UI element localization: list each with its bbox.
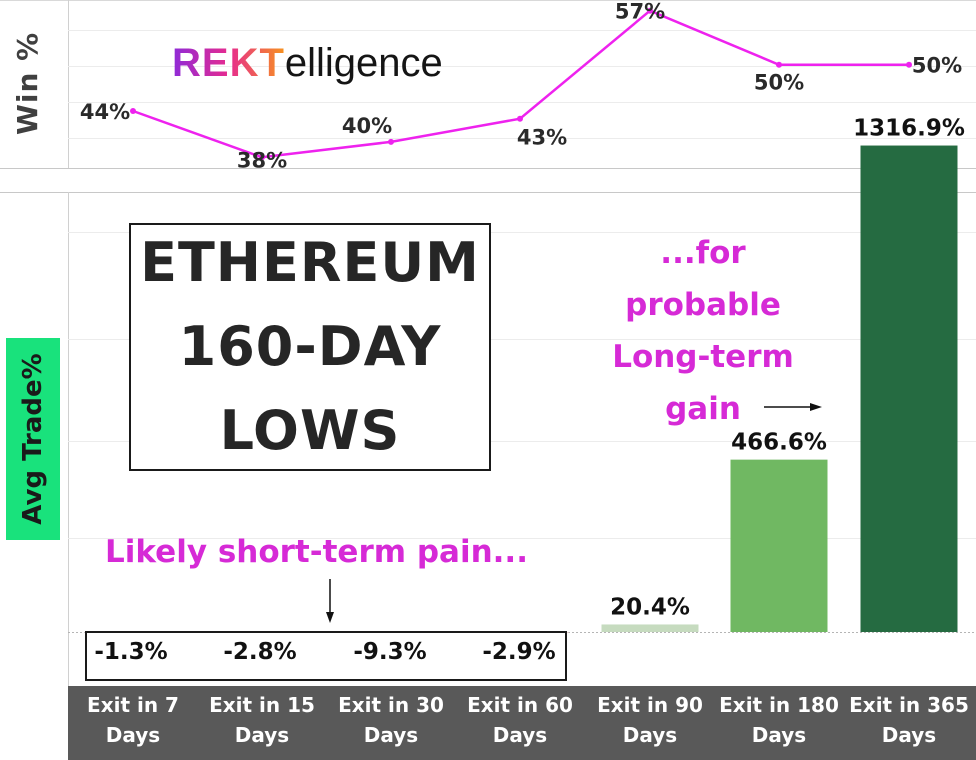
long-term-line-3: Long-term <box>612 339 794 375</box>
x-category-line: Exit in 60 <box>467 693 573 717</box>
negative-values-box <box>85 631 567 681</box>
annotation-arrows <box>326 403 822 623</box>
avg-trade-data-label: 1316.9% <box>853 116 965 142</box>
win-rate-data-label: 50% <box>754 71 804 95</box>
x-category-line: Exit in 30 <box>338 693 444 717</box>
x-category-line: Days <box>881 723 937 747</box>
long-term-line-4: gain <box>665 391 741 427</box>
short-term-arrow-head <box>326 612 334 623</box>
title-line-2: 160-DAY <box>178 315 442 378</box>
x-category-line: Days <box>363 723 419 747</box>
x-category-30-days: Exit in 30 Days <box>328 690 454 750</box>
win-rate-line-chart: 44% 38% 40% 43% 57% 50% 50% <box>80 0 962 172</box>
bar-data-label-3: -9.3% <box>353 639 427 665</box>
x-category-line: Exit in 90 <box>597 693 703 717</box>
x-category-line: Days <box>751 723 807 747</box>
avg-trade-data-label: 20.4% <box>610 594 690 620</box>
avg-trade-axis-label: Avg Trade% <box>18 353 48 525</box>
x-category-line: Exit in 15 <box>209 693 315 717</box>
win-rate-data-label: 43% <box>517 126 567 150</box>
x-category-line: Exit in 365 <box>849 693 969 717</box>
title-line-3: LOWS <box>219 399 401 462</box>
avg-trade-data-label: 466.6% <box>731 430 827 456</box>
win-rate-data-label: 44% <box>80 100 130 124</box>
x-axis-band <box>68 686 976 760</box>
win-rate-point <box>130 108 136 114</box>
x-category-line: Days <box>622 723 678 747</box>
x-category-365-days: Exit in 365 Days <box>846 690 972 750</box>
logo-elligence-text: elligence <box>284 41 443 85</box>
avg-trade-label-background <box>6 338 60 540</box>
win-rate-data-label: 40% <box>342 114 392 138</box>
win-rate-point <box>517 115 523 122</box>
win-rate-data-label: 38% <box>237 148 287 172</box>
title-box: ETHEREUM 160-DAY LOWS <box>129 223 491 471</box>
win-rate-point <box>647 7 653 14</box>
avg-trade-bar <box>601 624 699 632</box>
x-category-180-days: Exit in 180 Days <box>716 690 842 750</box>
x-category-7-days: Exit in 7 Days <box>70 690 196 750</box>
long-term-arrow-head <box>810 403 822 411</box>
avg-trade-bar <box>860 145 958 632</box>
x-category-60-days: Exit in 60 Days <box>457 690 583 750</box>
bar-data-label-4: -2.9% <box>482 639 556 665</box>
win-axis-label: Win % <box>11 31 44 135</box>
short-term-annotation: Likely short-term pain... <box>105 534 528 570</box>
x-category-line: Days <box>234 723 290 747</box>
x-category-15-days: Exit in 15 Days <box>199 690 325 750</box>
x-category-line: Days <box>105 723 161 747</box>
x-category-90-days: Exit in 90 Days <box>587 690 713 750</box>
win-rate-point <box>259 154 265 161</box>
long-term-line-1: ...for <box>660 235 746 271</box>
x-category-line: Exit in 7 <box>87 693 179 717</box>
win-rate-point <box>388 138 394 145</box>
bar-data-label-1: -1.3% <box>94 639 168 665</box>
avg-trade-bar <box>730 459 828 632</box>
title-line-1: ETHEREUM <box>140 231 480 294</box>
long-term-annotation: ...for probable Long-term gain <box>598 227 808 435</box>
win-rate-point <box>776 61 782 68</box>
logo-rekt-text: REKT <box>172 41 285 85</box>
long-term-line-2: probable <box>625 287 781 323</box>
win-rate-data-label: 57% <box>615 0 665 24</box>
x-category-line: Days <box>492 723 548 747</box>
x-category-line: Exit in 180 <box>719 693 839 717</box>
bar-data-label-2: -2.8% <box>223 639 297 665</box>
brand-logo: REKTelligence <box>172 37 443 89</box>
win-rate-point <box>906 61 912 68</box>
win-rate-data-label: 50% <box>912 54 962 78</box>
